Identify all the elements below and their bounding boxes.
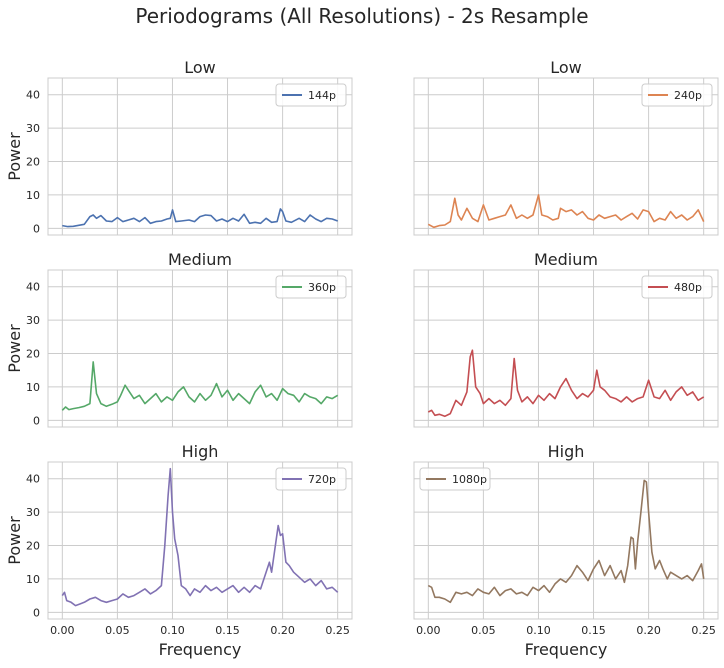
subplot-title: Low — [550, 58, 582, 77]
x-tick-label: 0.10 — [526, 624, 551, 637]
legend: 144p — [275, 83, 347, 107]
figure-title: Periodograms (All Resolutions) - 2s Resa… — [135, 4, 589, 28]
y-tick-label: 40 — [26, 281, 40, 294]
x-tick-label: 0.20 — [270, 624, 295, 637]
y-tick-label: 20 — [26, 540, 40, 553]
x-tick-label: 0.15 — [581, 624, 606, 637]
series-line-360p — [61, 361, 339, 411]
y-tick-label: 10 — [26, 381, 40, 394]
legend-box — [275, 467, 347, 491]
legend-label: 240p — [674, 89, 702, 102]
subplot-6: 0.00 0.05 0.10 0.15 0.20 0.25 High Frequency 108… — [413, 442, 719, 659]
legend: 1080p — [419, 467, 491, 491]
x-tick-label: 0.25 — [325, 624, 350, 637]
subplot-title: Medium — [168, 250, 232, 269]
y-tick-label: 20 — [26, 348, 40, 361]
x-tick-label: 0.05 — [471, 624, 496, 637]
legend-label: 360p — [308, 281, 336, 294]
y-tick-label: 0 — [33, 222, 40, 235]
legend-box — [275, 83, 347, 107]
y-axis-label: Power — [5, 324, 24, 373]
axes-frame — [47, 269, 353, 428]
y-axis-label: Power — [5, 516, 24, 565]
x-tick-label: 0.15 — [215, 624, 240, 637]
axes-frame — [413, 269, 719, 428]
y-tick-label: 40 — [26, 473, 40, 486]
legend-box — [641, 275, 713, 299]
series-line-144p — [62, 208, 338, 228]
y-tick-label: 30 — [26, 122, 40, 135]
x-tick-label: 0.20 — [636, 624, 661, 637]
x-tick-label: 0.00 — [50, 624, 75, 637]
x-axis-label: Frequency — [525, 640, 608, 659]
x-axis-label: Frequency — [159, 640, 242, 659]
axes-frame — [413, 77, 719, 236]
legend-box — [641, 83, 713, 107]
y-tick-label: 30 — [26, 506, 40, 519]
y-tick-label: 0 — [33, 606, 40, 619]
subplot-2: Low 240p — [413, 58, 719, 236]
subplot-title: Medium — [534, 250, 598, 269]
subplot-1: 0 10 20 30 40 Low Power 144p — [5, 58, 353, 236]
x-tick-label: 0.25 — [691, 624, 716, 637]
axes-frame — [47, 77, 353, 236]
legend-label: 480p — [674, 281, 702, 294]
legend-box — [275, 275, 347, 299]
legend: 360p — [275, 275, 347, 299]
axes-frame — [47, 461, 353, 620]
y-tick-label: 10 — [26, 189, 40, 202]
y-tick-label: 40 — [26, 89, 40, 102]
series-line-240p — [427, 194, 705, 229]
y-tick-label: 10 — [26, 573, 40, 586]
legend-label: 144p — [308, 89, 336, 102]
legend: 720p — [275, 467, 347, 491]
y-tick-label: 30 — [26, 314, 40, 327]
y-tick-label: 0 — [33, 414, 40, 427]
series-line-720p — [61, 467, 339, 607]
y-axis-label: Power — [5, 132, 24, 181]
axes-frame — [413, 461, 719, 620]
subplot-4: Medium 480p — [413, 250, 719, 428]
x-tick-label: 0.00 — [416, 624, 441, 637]
legend-box — [419, 467, 491, 491]
legend-label: 720p — [308, 473, 336, 486]
subplot-3: 0 10 20 30 40 Medium Power 360p — [5, 250, 353, 428]
y-tick-label: 20 — [26, 156, 40, 169]
subplot-5: 0 10 20 30 40 0.00 0.05 0.10 0.15 0.20 0.25 High Pow… — [5, 442, 353, 659]
subplot-title: High — [182, 442, 219, 461]
x-tick-label: 0.10 — [160, 624, 185, 637]
subplot-title: High — [548, 442, 585, 461]
subplot-title: Low — [184, 58, 216, 77]
series-line-1080p — [427, 479, 705, 604]
legend-label: 1080p — [452, 473, 487, 486]
legend: 480p — [641, 275, 713, 299]
series-line-480p — [427, 349, 705, 418]
legend: 240p — [641, 83, 713, 107]
x-tick-label: 0.05 — [105, 624, 130, 637]
